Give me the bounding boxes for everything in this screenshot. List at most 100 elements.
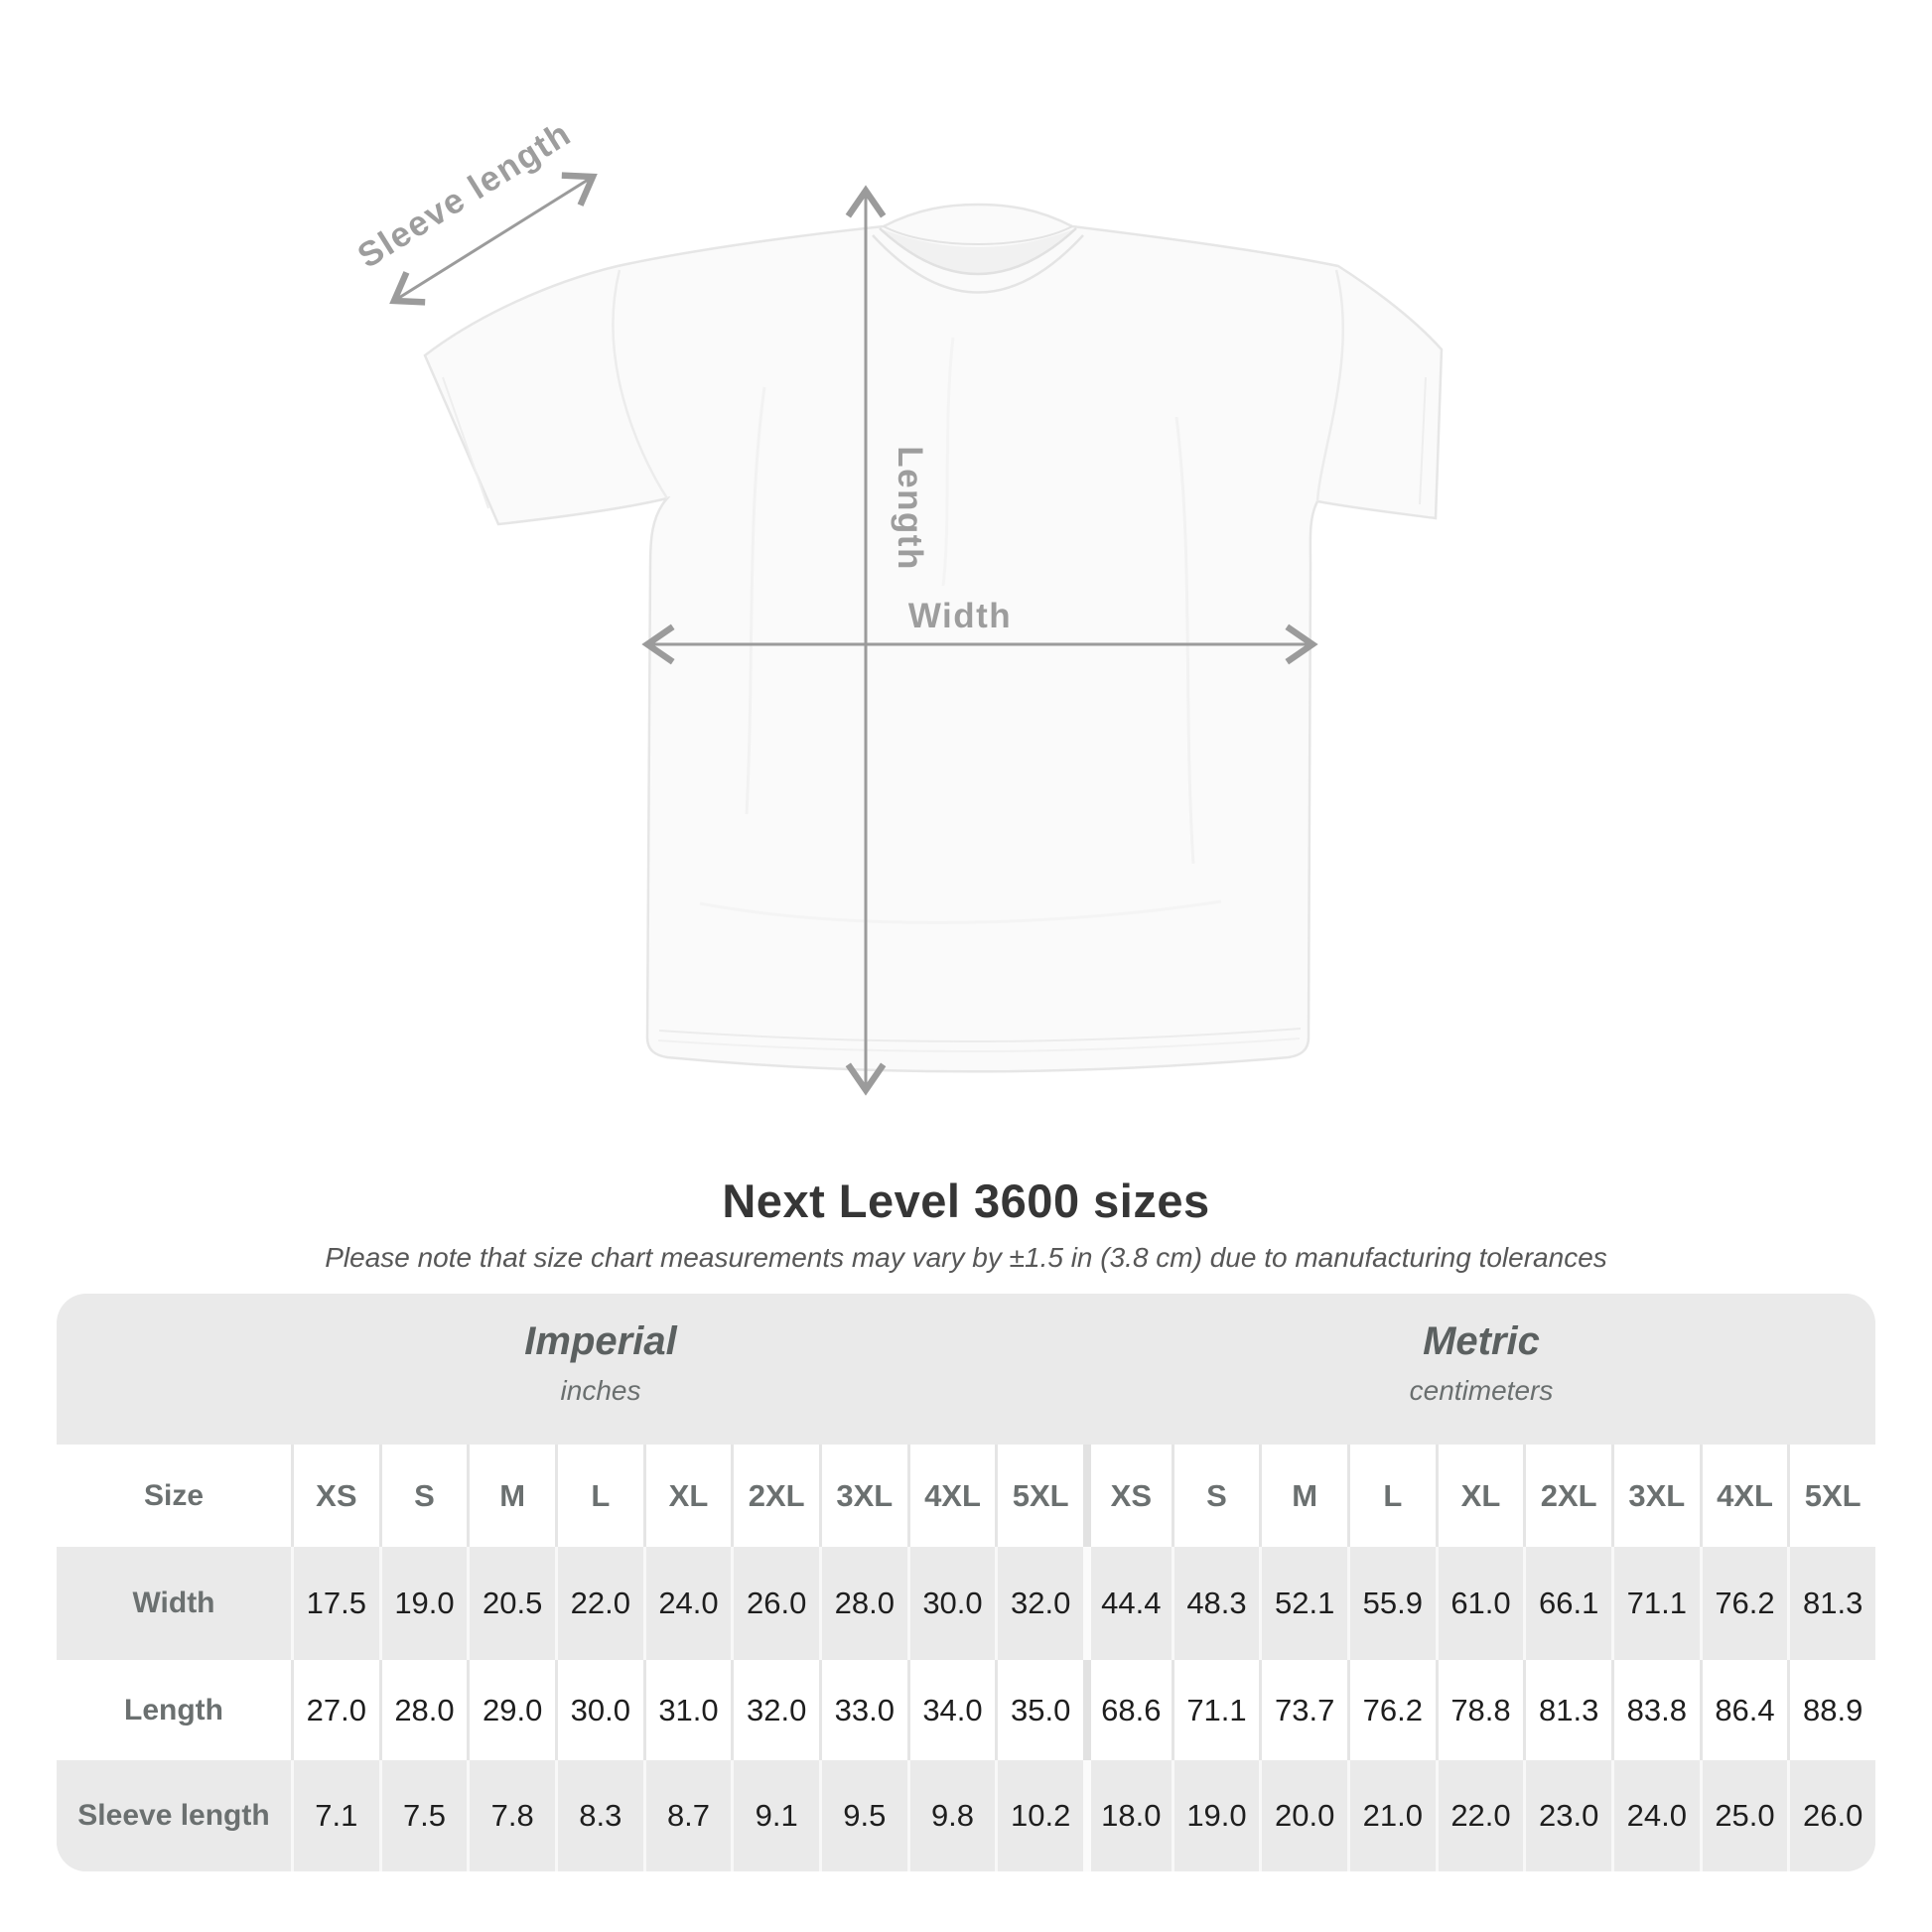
imperial-value-cell: 7.1 xyxy=(291,1760,379,1871)
metric-value-cell: 81.3 xyxy=(1787,1547,1875,1660)
metric-value-cell: 61.0 xyxy=(1435,1547,1524,1660)
sleeve-length-row: Sleeve length 7.1 7.5 7.8 8.3 8.7 9.1 9.5 9.8 10.… xyxy=(57,1760,1875,1871)
imperial-value-cell: 30.0 xyxy=(906,1547,996,1660)
imperial-value-cell: 22.0 xyxy=(554,1547,643,1660)
imperial-size-header: 2XL xyxy=(731,1445,819,1547)
metric-size-header: L xyxy=(1346,1445,1436,1547)
metric-header-unit: centimeters xyxy=(1409,1375,1554,1406)
size-table: Imperial inches Metric centimeters Size X… xyxy=(57,1294,1875,1871)
page-title: Next Level 3600 sizes xyxy=(722,1174,1210,1227)
metric-size-header: 3XL xyxy=(1610,1445,1700,1547)
metric-value-cell: 20.0 xyxy=(1259,1760,1347,1871)
imperial-value-cell: 34.0 xyxy=(906,1660,996,1760)
metric-value-cell: 86.4 xyxy=(1699,1660,1788,1760)
tshirt-measurement-diagram: Sleeve length Length Width xyxy=(351,114,1444,1096)
imperial-size-header: XS xyxy=(291,1445,379,1547)
imperial-size-header: XL xyxy=(642,1445,732,1547)
imperial-value-cell: 8.7 xyxy=(642,1760,732,1871)
metric-size-header: XS xyxy=(1082,1445,1172,1547)
imperial-size-header: M xyxy=(467,1445,555,1547)
length-row: Length 27.0 28.0 29.0 30.0 31.0 32.0 33.0 34.0 35… xyxy=(57,1660,1875,1760)
imperial-size-header: 4XL xyxy=(906,1445,996,1547)
imperial-header: Imperial inches xyxy=(524,1317,676,1407)
size-header-row: Size XS S M L XL 2XL 3XL 4XL 5XL XS S M L XL 2XL 3XL 4XL 5… xyxy=(57,1445,1875,1547)
metric-size-header: M xyxy=(1259,1445,1347,1547)
imperial-value-cell: 30.0 xyxy=(554,1660,643,1760)
imperial-value-cell: 32.0 xyxy=(731,1660,819,1760)
imperial-value-cell: 33.0 xyxy=(818,1660,907,1760)
imperial-value-cell: 20.5 xyxy=(467,1547,555,1660)
imperial-value-cell: 9.8 xyxy=(906,1760,996,1871)
width-row: Width 17.5 19.0 20.5 22.0 24.0 26.0 28.0 30.0 32.… xyxy=(57,1547,1875,1660)
title-block: Next Level 3600 sizes Please note that s… xyxy=(0,1173,1932,1274)
metric-value-cell: 71.1 xyxy=(1171,1660,1260,1760)
metric-value-cell: 24.0 xyxy=(1610,1760,1700,1871)
imperial-value-cell: 17.5 xyxy=(291,1547,379,1660)
metric-header-title: Metric xyxy=(1423,1319,1540,1363)
metric-size-header: 2XL xyxy=(1523,1445,1611,1547)
metric-value-cell: 52.1 xyxy=(1259,1547,1347,1660)
imperial-value-cell: 7.8 xyxy=(467,1760,555,1871)
imperial-value-cell: 10.2 xyxy=(995,1760,1083,1871)
sleeve-length-label: Sleeve length xyxy=(351,114,579,276)
metric-value-cell: 66.1 xyxy=(1523,1547,1611,1660)
metric-value-cell: 22.0 xyxy=(1435,1760,1524,1871)
measurement-arrows xyxy=(389,172,1318,1096)
size-column-label: Size xyxy=(57,1445,291,1547)
size-table-rows: Size XS S M L XL 2XL 3XL 4XL 5XL XS S M L XL 2XL 3XL 4XL 5… xyxy=(57,1445,1875,1871)
imperial-size-header: 3XL xyxy=(818,1445,907,1547)
metric-value-cell: 81.3 xyxy=(1523,1660,1611,1760)
imperial-size-header: S xyxy=(378,1445,468,1547)
width-label: Width xyxy=(908,597,1012,635)
metric-value-cell: 71.1 xyxy=(1610,1547,1700,1660)
metric-value-cell: 19.0 xyxy=(1171,1760,1260,1871)
page-subtitle: Please note that size chart measurements… xyxy=(325,1242,1607,1273)
metric-value-cell: 26.0 xyxy=(1787,1760,1875,1871)
row-label: Sleeve length xyxy=(57,1760,291,1871)
metric-value-cell: 25.0 xyxy=(1699,1760,1788,1871)
imperial-size-header: 5XL xyxy=(995,1445,1083,1547)
metric-value-cell: 48.3 xyxy=(1171,1547,1260,1660)
metric-size-header: S xyxy=(1171,1445,1260,1547)
tshirt-diagram-svg: Sleeve length Length Width xyxy=(351,114,1444,1096)
imperial-value-cell: 29.0 xyxy=(467,1660,555,1760)
row-label: Width xyxy=(57,1547,291,1660)
metric-value-cell: 23.0 xyxy=(1523,1760,1611,1871)
metric-value-cell: 78.8 xyxy=(1435,1660,1524,1760)
units-header-band: Imperial inches Metric centimeters xyxy=(57,1294,1875,1445)
metric-size-header: 5XL xyxy=(1787,1445,1875,1547)
imperial-size-header: L xyxy=(554,1445,643,1547)
length-label: Length xyxy=(891,446,929,571)
imperial-header-unit: inches xyxy=(560,1375,641,1406)
imperial-value-cell: 35.0 xyxy=(995,1660,1083,1760)
metric-value-cell: 76.2 xyxy=(1346,1660,1436,1760)
metric-header: Metric centimeters xyxy=(1410,1317,1554,1407)
imperial-value-cell: 19.0 xyxy=(378,1547,468,1660)
imperial-value-cell: 9.1 xyxy=(731,1760,819,1871)
imperial-value-cell: 9.5 xyxy=(818,1760,907,1871)
metric-value-cell: 44.4 xyxy=(1082,1547,1172,1660)
imperial-value-cell: 24.0 xyxy=(642,1547,732,1660)
metric-size-header: 4XL xyxy=(1699,1445,1788,1547)
metric-value-cell: 18.0 xyxy=(1082,1760,1172,1871)
imperial-value-cell: 26.0 xyxy=(731,1547,819,1660)
metric-value-cell: 83.8 xyxy=(1610,1660,1700,1760)
metric-value-cell: 68.6 xyxy=(1082,1660,1172,1760)
tshirt-graphic xyxy=(423,203,1444,1073)
metric-value-cell: 55.9 xyxy=(1346,1547,1436,1660)
imperial-header-title: Imperial xyxy=(524,1319,677,1363)
imperial-value-cell: 27.0 xyxy=(291,1660,379,1760)
sleeve-length-arrow xyxy=(389,172,598,306)
metric-size-header: XL xyxy=(1435,1445,1524,1547)
imperial-value-cell: 28.0 xyxy=(378,1660,468,1760)
row-label: Length xyxy=(57,1660,291,1760)
metric-value-cell: 76.2 xyxy=(1699,1547,1788,1660)
metric-value-cell: 88.9 xyxy=(1787,1660,1875,1760)
metric-value-cell: 73.7 xyxy=(1259,1660,1347,1760)
imperial-value-cell: 31.0 xyxy=(642,1660,732,1760)
imperial-value-cell: 8.3 xyxy=(554,1760,643,1871)
imperial-value-cell: 32.0 xyxy=(995,1547,1083,1660)
imperial-value-cell: 7.5 xyxy=(378,1760,468,1871)
metric-value-cell: 21.0 xyxy=(1346,1760,1436,1871)
